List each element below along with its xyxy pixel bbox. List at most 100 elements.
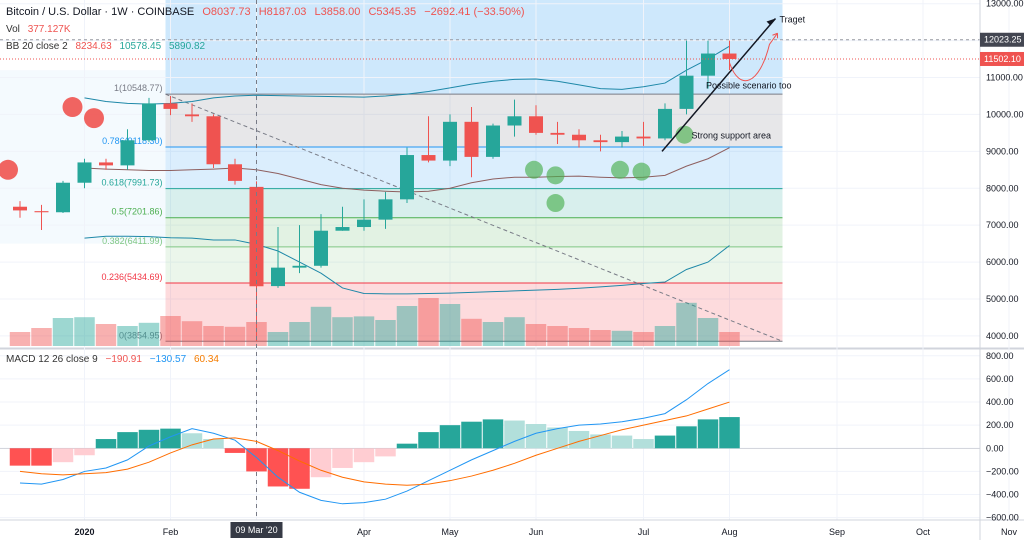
price-tick-label: 6000.00 bbox=[986, 257, 1019, 267]
bb-value-3: 5890.82 bbox=[168, 41, 206, 52]
candle-body bbox=[615, 136, 629, 143]
macd-histogram-bar bbox=[547, 427, 568, 449]
volume-bar bbox=[654, 326, 676, 346]
symbol-legend: Bitcoin / U.S. Dollar · 1W · COINBASE O8… bbox=[6, 6, 530, 18]
macd-histogram-bar bbox=[418, 432, 439, 449]
macd-tick-label: −400.00 bbox=[986, 490, 1019, 500]
macd-histogram-bar bbox=[117, 432, 138, 449]
volume-bar bbox=[418, 298, 439, 346]
macd-histogram-bar bbox=[267, 448, 289, 487]
macd-legend: MACD 12 26 close 9 −190.91 −130.57 60.34 bbox=[6, 354, 224, 365]
crosshair-date-label: 09 Mar '20 bbox=[235, 525, 277, 535]
candle-body bbox=[572, 134, 586, 141]
candle-body bbox=[228, 164, 242, 181]
price-tick-label: 13000.00 bbox=[986, 0, 1024, 9]
time-tick-label: Feb bbox=[163, 527, 179, 537]
volume-bar bbox=[224, 326, 246, 346]
macd-histogram-bar bbox=[224, 448, 246, 453]
volume-bar bbox=[332, 317, 353, 346]
macd-tick-label: 400.00 bbox=[986, 397, 1014, 407]
candle-body bbox=[163, 103, 178, 109]
possible-scenario-label: Possible scenario too bbox=[706, 81, 792, 91]
macd-tick-label: 200.00 bbox=[986, 420, 1014, 430]
macd-histogram-bar bbox=[375, 448, 396, 457]
price-badge-top-bg bbox=[980, 32, 1024, 47]
volume-bar bbox=[568, 328, 590, 346]
macd-histogram-bar bbox=[52, 448, 74, 463]
macd-histogram-bar bbox=[504, 420, 525, 449]
candlesticks bbox=[13, 40, 737, 342]
macd-histogram-bar bbox=[74, 448, 95, 456]
bb-label: BB 20 close 2 bbox=[6, 41, 68, 52]
price-tick-label: 5000.00 bbox=[986, 294, 1019, 304]
target-arrow-head bbox=[766, 18, 776, 26]
macd-histogram-bar bbox=[332, 448, 353, 468]
fib-zone bbox=[165, 188, 783, 218]
macd-tick-label: −600.00 bbox=[986, 513, 1019, 523]
volume-bar bbox=[525, 324, 547, 346]
macd-value-1: −190.91 bbox=[105, 354, 142, 365]
red-marker-circle bbox=[62, 97, 83, 118]
price-badge-current-bg bbox=[980, 51, 1024, 66]
macd-histogram-bar bbox=[9, 448, 31, 466]
ohlc-close: C5345.35 bbox=[368, 6, 417, 18]
macd-histogram-bar bbox=[160, 428, 181, 449]
volume-bar bbox=[138, 322, 160, 346]
macd-histogram-bar bbox=[203, 439, 224, 449]
candle-body bbox=[701, 53, 715, 76]
candle-body bbox=[13, 206, 27, 211]
candle-body bbox=[206, 116, 221, 165]
ohlc-change: −2692.41 (−33.50%) bbox=[424, 6, 525, 18]
macd-histogram-bar bbox=[181, 433, 203, 449]
possible-scenario-arrowhead bbox=[772, 32, 778, 39]
volume-label: Vol bbox=[6, 24, 20, 35]
candle-body bbox=[249, 186, 264, 287]
green-marker-circle bbox=[546, 166, 565, 185]
time-tick-label: Oct bbox=[916, 527, 931, 537]
fibonacci-retracement: 1(10548.77)0.786(9118.30)0.618(7991.73)0… bbox=[101, 83, 783, 342]
macd-histogram-bar bbox=[289, 448, 310, 489]
candle-body bbox=[56, 182, 70, 213]
volume-bar bbox=[9, 332, 31, 346]
volume-bar bbox=[353, 316, 375, 346]
volume-bar bbox=[396, 306, 418, 346]
candle-body bbox=[99, 162, 113, 166]
volume-bar bbox=[633, 332, 654, 346]
volume-bar bbox=[289, 322, 310, 346]
ohlc-high: H8187.03 bbox=[258, 6, 307, 18]
green-marker-circle bbox=[525, 160, 543, 179]
volume-bar bbox=[504, 317, 525, 346]
candle-body bbox=[185, 114, 199, 117]
bb-upper-line bbox=[84, 45, 730, 105]
fib-label: 0.236(5434.69) bbox=[101, 272, 162, 282]
macd-histogram-bar bbox=[719, 417, 740, 449]
price-badge-current: 11502.10 bbox=[984, 54, 1021, 64]
price-badge-top: 12023.25 bbox=[984, 35, 1022, 45]
volume-bar bbox=[117, 326, 138, 346]
fib-trendline bbox=[165, 93, 783, 342]
candle-body bbox=[142, 103, 156, 141]
macd-tick-label: 800.00 bbox=[986, 351, 1014, 361]
volume-bar bbox=[310, 306, 332, 346]
volume-bar bbox=[439, 304, 461, 346]
green-marker-circle bbox=[611, 160, 629, 179]
target-label: Traget bbox=[780, 14, 806, 24]
price-tick-label: 10000.00 bbox=[986, 109, 1024, 119]
macd-histogram-bar bbox=[353, 448, 375, 463]
macd-histogram-bar bbox=[95, 439, 117, 449]
volume-bar bbox=[590, 330, 611, 346]
volume-bar bbox=[461, 318, 482, 346]
volume-bar bbox=[482, 322, 504, 346]
macd-histogram-bar bbox=[461, 421, 482, 449]
macd-value-3: 60.34 bbox=[193, 354, 219, 365]
time-tick-label: Jul bbox=[638, 527, 650, 537]
time-tick-label: Nov bbox=[1001, 527, 1018, 537]
macd-histogram-bar bbox=[246, 448, 267, 472]
volume-bar bbox=[267, 332, 289, 346]
candle-body bbox=[722, 53, 737, 59]
price-tick-label: 7000.00 bbox=[986, 220, 1019, 230]
candle-body bbox=[421, 155, 436, 161]
macd-histogram-bar bbox=[525, 424, 547, 449]
annotations: Traget Possible scenario too Strong suppor… bbox=[0, 0, 980, 520]
